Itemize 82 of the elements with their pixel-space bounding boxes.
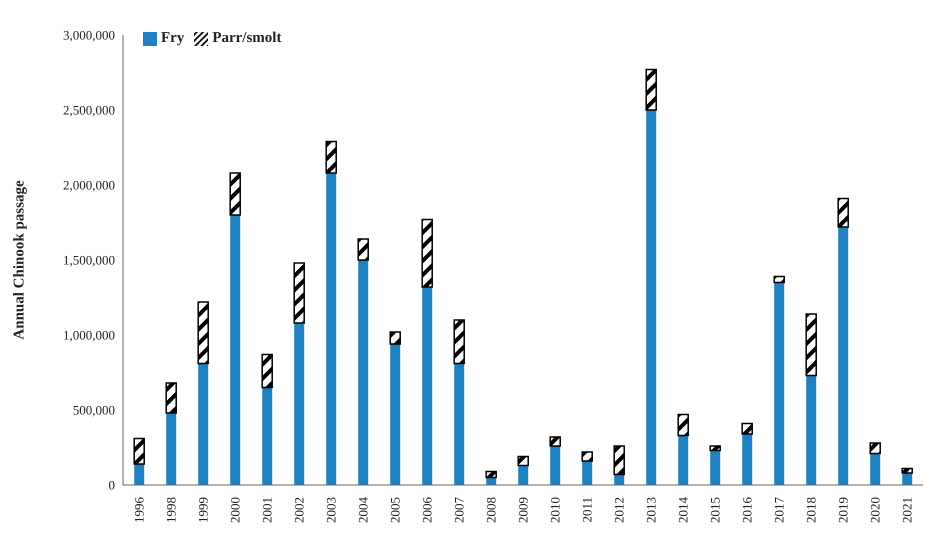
bar	[357, 238, 369, 261]
y-tick-label: 1,500,000	[63, 252, 115, 268]
x-tick-label: 2014	[676, 496, 690, 523]
bar	[293, 262, 305, 324]
bar	[709, 445, 721, 452]
x-tick-label: 2020	[868, 497, 882, 523]
bar	[389, 331, 401, 345]
bar	[677, 414, 689, 436]
bar	[581, 451, 593, 462]
bar	[197, 301, 209, 364]
y-tick-label: 1,000,000	[63, 328, 115, 343]
bar	[613, 445, 625, 476]
legend-label: Fry	[161, 30, 184, 46]
bar	[806, 376, 816, 485]
x-tick-label: 2000	[228, 497, 242, 523]
bar	[869, 442, 881, 454]
x-tick-label: 2011	[580, 497, 594, 523]
bar	[454, 364, 464, 485]
bar	[358, 260, 368, 485]
bar	[421, 218, 433, 288]
x-tick-label: 2002	[292, 497, 306, 523]
x-tick-label: 2006	[420, 496, 434, 523]
bar	[294, 323, 304, 485]
bar	[645, 68, 657, 111]
bar	[742, 434, 752, 485]
bar	[133, 438, 145, 465]
x-tick-label: 1999	[196, 497, 210, 523]
x-tick-label: 2016	[740, 496, 754, 523]
bar	[582, 461, 592, 485]
bar	[166, 413, 176, 485]
bar	[550, 446, 560, 485]
x-tick-label: 2015	[708, 497, 722, 523]
x-tick-label: 2019	[836, 497, 850, 523]
bar	[390, 344, 400, 485]
y-tick-label: 3,000,000	[63, 28, 115, 43]
bar	[678, 436, 688, 485]
bar	[870, 454, 880, 485]
x-tick-label: 2008	[484, 497, 498, 523]
bar	[837, 198, 849, 228]
bar	[262, 388, 272, 485]
bar	[518, 466, 528, 485]
bar	[325, 140, 337, 174]
bar	[198, 364, 208, 485]
bar	[710, 450, 720, 485]
x-tick-label: 2004	[356, 496, 370, 523]
bar	[485, 470, 497, 478]
bar	[517, 456, 529, 466]
bar	[741, 422, 753, 435]
bar	[838, 227, 848, 485]
bar	[805, 313, 817, 376]
bar	[549, 436, 561, 447]
bar	[261, 354, 273, 388]
bar	[774, 282, 784, 485]
bar	[326, 173, 336, 485]
x-tick-label: 2005	[388, 497, 402, 523]
x-tick-label: 2018	[804, 497, 818, 523]
x-tick-label: 2007	[452, 496, 466, 523]
x-tick-label: 1998	[164, 497, 178, 523]
legend-label: Parr/smolt	[212, 30, 282, 46]
x-tick-label: 2021	[900, 497, 914, 523]
x-tick-label: 2010	[548, 497, 562, 523]
bar	[229, 172, 241, 216]
x-tick-label: 2012	[612, 497, 626, 523]
x-tick-label: 2001	[260, 497, 274, 523]
x-tick-label: 1996	[132, 496, 146, 523]
x-tick-label: 2017	[772, 496, 786, 523]
bar	[134, 464, 144, 485]
x-tick-label: 2013	[644, 497, 658, 523]
y-axis-title: Annual Chinook passage	[11, 180, 28, 340]
y-tick-label: 2,000,000	[63, 178, 115, 193]
bar	[165, 382, 177, 414]
bar	[646, 110, 656, 485]
bar	[901, 468, 913, 474]
bar	[453, 319, 465, 364]
y-tick-label: 500,000	[72, 402, 115, 418]
x-tick-label: 2009	[516, 497, 530, 523]
bar	[773, 276, 785, 284]
bar	[230, 215, 240, 485]
y-tick-label: 2,500,000	[63, 102, 115, 118]
bar	[422, 287, 432, 485]
x-tick-label: 2003	[324, 497, 338, 523]
y-tick-label: 0	[108, 478, 115, 493]
